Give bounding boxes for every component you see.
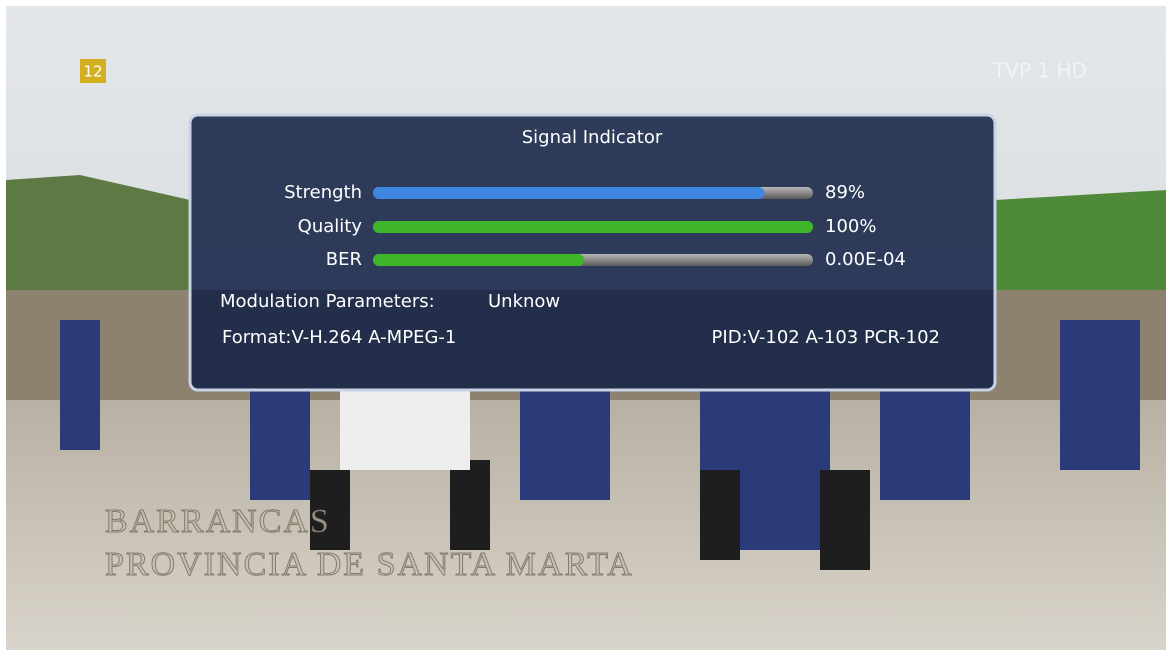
channel-logo: TVP 1 HD [992, 59, 1087, 83]
indicator-reading: 100% [825, 216, 876, 237]
signal-panel: Signal Indicator Modulation Parameters: … [190, 115, 995, 390]
indicator-label: Quality [298, 216, 363, 237]
caption-line: PROVINCIA DE SANTA MARTA [105, 546, 634, 583]
pid-info: PID:V-102 A-103 PCR-102 [712, 327, 940, 348]
indicator-label: Strength [284, 182, 362, 203]
panel-title: Signal Indicator [522, 127, 663, 148]
caption-line: BARRANCAS [105, 503, 331, 540]
channel-badge: 12 [83, 63, 102, 81]
screen: 12 TVP 1 HD BARRANCAS PROVINCIA DE SANTA… [0, 0, 1172, 656]
modulation-label: Modulation Parameters: [220, 291, 435, 312]
indicator-reading: 89% [825, 182, 865, 203]
modulation-value: Unknow [488, 291, 560, 312]
bar-fill [373, 187, 765, 199]
format-info: Format:V-H.264 A-MPEG-1 [222, 327, 456, 348]
indicator-label: BER [326, 249, 362, 270]
bar-fill [373, 221, 813, 233]
bar-fill [373, 254, 584, 266]
indicator-reading: 0.00E-04 [825, 249, 906, 270]
